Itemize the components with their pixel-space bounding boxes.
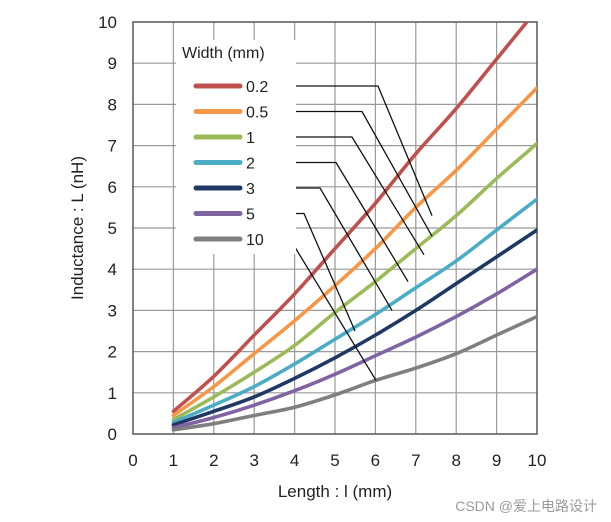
legend-label: 10 (246, 232, 264, 249)
y-tick-label: 7 (108, 137, 117, 156)
x-tick-label: 10 (528, 451, 547, 470)
y-tick-label: 2 (108, 343, 117, 362)
watermark: CSDN @爱上电路设计 (455, 498, 597, 514)
legend: Width (mm) 0.2 0.5 1 2 3 5 10 (176, 40, 296, 254)
x-tick-label: 7 (411, 451, 420, 470)
legend-title: Width (mm) (182, 45, 265, 62)
x-axis-ticks: 0 1 2 3 4 5 6 7 8 9 10 (128, 451, 546, 470)
x-tick-label: 1 (169, 451, 178, 470)
leader-line (283, 110, 433, 237)
series-line-5 (171, 267, 537, 430)
series-line-2 (171, 197, 537, 425)
x-tick-label: 3 (249, 451, 258, 470)
y-tick-label: 3 (108, 301, 117, 320)
leader-line (283, 85, 433, 216)
x-tick-label: 6 (371, 451, 380, 470)
y-tick-label: 1 (108, 384, 117, 403)
y-axis-label: Inductance : L (nH) (68, 156, 87, 300)
series-line-0-5 (171, 86, 537, 418)
y-tick-label: 6 (108, 178, 117, 197)
legend-label: 5 (246, 207, 255, 224)
y-tick-label: 0 (108, 425, 117, 444)
x-tick-label: 4 (290, 451, 299, 470)
y-tick-label: 5 (108, 219, 117, 238)
y-axis-ticks: 0 1 2 3 4 5 6 7 8 9 10 (98, 13, 117, 444)
series-lines (171, 22, 537, 432)
plot-border (132, 21, 538, 435)
x-tick-label: 8 (451, 451, 460, 470)
legend-label: 3 (246, 181, 255, 198)
legend-label: 2 (246, 156, 255, 173)
y-tick-label: 9 (108, 54, 117, 73)
plot-frame (132, 21, 538, 435)
x-axis-label: Length : l (mm) (278, 482, 392, 501)
y-tick-label: 4 (108, 260, 117, 279)
y-tick-label: 8 (108, 95, 117, 114)
legend-label: 0.2 (246, 79, 268, 96)
x-tick-label: 9 (492, 451, 501, 470)
series-line-10 (171, 314, 537, 432)
y-tick-label: 10 (98, 13, 117, 32)
legend-background (176, 40, 296, 254)
series-line-1 (171, 141, 537, 422)
x-tick-label: 0 (128, 451, 137, 470)
x-tick-label: 5 (330, 451, 339, 470)
x-tick-label: 2 (209, 451, 218, 470)
legend-label: 0.5 (246, 105, 268, 122)
series-line-0-2 (171, 22, 530, 414)
legend-label: 1 (246, 130, 255, 147)
